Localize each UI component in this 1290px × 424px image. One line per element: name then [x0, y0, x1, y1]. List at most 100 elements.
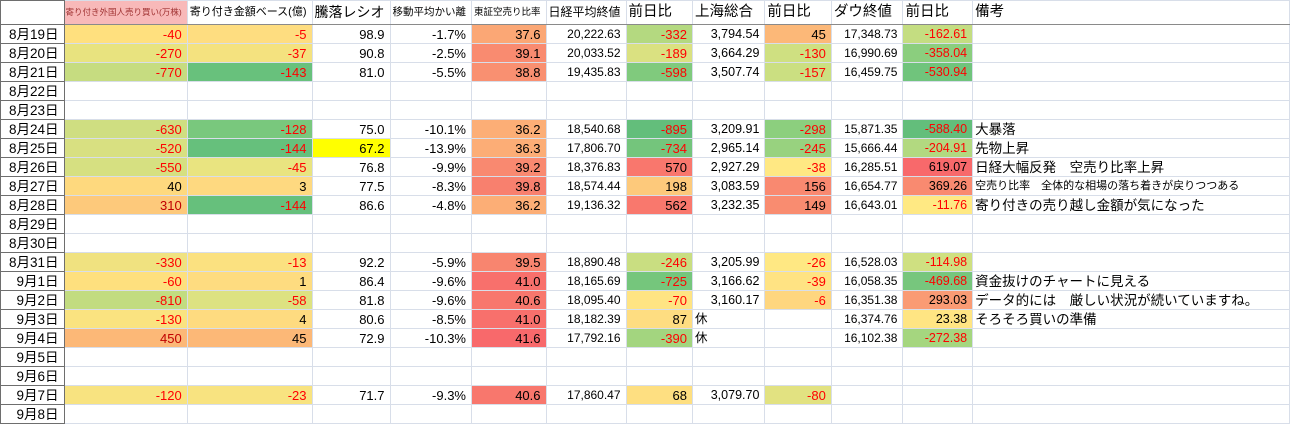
cell-c[interactable]	[186, 214, 313, 234]
cell-d[interactable]: 81.8	[311, 290, 391, 310]
cell-d[interactable]	[311, 100, 391, 120]
cell-b[interactable]: -60	[63, 271, 188, 291]
cell-f[interactable]	[471, 347, 547, 367]
cell-m[interactable]	[972, 81, 1290, 101]
cell-c[interactable]: 45	[186, 328, 313, 348]
cell-d[interactable]	[311, 214, 391, 234]
cell-i[interactable]: 休	[691, 328, 766, 348]
cell-j[interactable]	[764, 100, 832, 120]
cell-m[interactable]: 寄り付きの売り越し金額が気になった	[972, 195, 1290, 215]
cell-k[interactable]	[830, 214, 904, 234]
cell-k[interactable]: 17,348.73	[830, 24, 904, 44]
cell-m[interactable]	[972, 252, 1290, 272]
cell-c[interactable]: -143	[186, 62, 313, 82]
cell-f[interactable]: 36.3	[471, 138, 547, 158]
cell-g[interactable]: 18,095.40	[545, 290, 627, 310]
date-cell[interactable]: 8月25日	[0, 138, 65, 158]
column-header-k[interactable]: ダウ終値	[830, 0, 904, 25]
cell-j[interactable]: 156	[764, 176, 832, 196]
cell-c[interactable]: 4	[186, 309, 313, 329]
cell-j[interactable]: -80	[764, 385, 832, 405]
cell-d[interactable]: 67.2	[311, 138, 391, 158]
cell-m[interactable]	[972, 24, 1290, 44]
cell-k[interactable]	[830, 100, 904, 120]
cell-i[interactable]: 3,083.59	[691, 176, 766, 196]
cell-k[interactable]: 16,058.35	[830, 271, 904, 291]
cell-h[interactable]: 198	[625, 176, 693, 196]
cell-c[interactable]: -23	[186, 385, 313, 405]
cell-j[interactable]: 45	[764, 24, 832, 44]
cell-l[interactable]: -272.38	[902, 328, 974, 348]
date-cell[interactable]: 9月8日	[0, 404, 65, 424]
cell-g[interactable]	[545, 233, 627, 253]
date-cell[interactable]: 9月1日	[0, 271, 65, 291]
cell-d[interactable]	[311, 404, 391, 424]
date-cell[interactable]: 9月6日	[0, 366, 65, 386]
cell-b[interactable]: -40	[63, 24, 188, 44]
cell-k[interactable]: 16,990.69	[830, 43, 904, 63]
cell-h[interactable]: -598	[625, 62, 693, 82]
cell-j[interactable]	[764, 366, 832, 386]
cell-f[interactable]: 37.6	[471, 24, 547, 44]
cell-j[interactable]: -39	[764, 271, 832, 291]
cell-g[interactable]	[545, 214, 627, 234]
cell-b[interactable]	[63, 100, 188, 120]
cell-l[interactable]: -204.91	[902, 138, 974, 158]
cell-f[interactable]: 41.6	[471, 328, 547, 348]
cell-d[interactable]	[311, 347, 391, 367]
cell-i[interactable]: 3,794.54	[691, 24, 766, 44]
cell-c[interactable]	[186, 347, 313, 367]
date-cell[interactable]: 8月20日	[0, 43, 65, 63]
cell-e[interactable]: -1.7%	[389, 24, 472, 44]
cell-b[interactable]	[63, 366, 188, 386]
cell-l[interactable]: -588.40	[902, 119, 974, 139]
cell-b[interactable]	[63, 81, 188, 101]
cell-l[interactable]: -530.94	[902, 62, 974, 82]
cell-e[interactable]: -9.6%	[389, 271, 472, 291]
cell-l[interactable]	[902, 81, 974, 101]
cell-l[interactable]	[902, 233, 974, 253]
date-cell[interactable]: 8月24日	[0, 119, 65, 139]
date-cell[interactable]: 8月27日	[0, 176, 65, 196]
cell-c[interactable]: 1	[186, 271, 313, 291]
cell-i[interactable]	[691, 404, 766, 424]
cell-e[interactable]: -10.3%	[389, 328, 472, 348]
cell-m[interactable]: 空売り比率 全体的な相場の落ち着きが戻りつつある	[972, 176, 1290, 196]
cell-j[interactable]	[764, 214, 832, 234]
cell-e[interactable]	[389, 404, 472, 424]
cell-h[interactable]: -895	[625, 119, 693, 139]
cell-b[interactable]: -520	[63, 138, 188, 158]
cell-j[interactable]: -6	[764, 290, 832, 310]
column-header-d[interactable]: 騰落レシオ	[311, 0, 391, 25]
cell-b[interactable]: 450	[63, 328, 188, 348]
cell-i[interactable]	[691, 81, 766, 101]
cell-m[interactable]	[972, 100, 1290, 120]
column-header-c[interactable]: 寄り付き金額ベース(億)	[186, 0, 313, 25]
cell-c[interactable]	[186, 366, 313, 386]
cell-g[interactable]: 18,890.48	[545, 252, 627, 272]
cell-m[interactable]: 日経大幅反発 空売り比率上昇	[972, 157, 1290, 177]
cell-e[interactable]: -5.5%	[389, 62, 472, 82]
cell-g[interactable]: 18,165.69	[545, 271, 627, 291]
cell-l[interactable]: 369.26	[902, 176, 974, 196]
cell-j[interactable]: -245	[764, 138, 832, 158]
cell-h[interactable]: -70	[625, 290, 693, 310]
cell-c[interactable]	[186, 81, 313, 101]
cell-l[interactable]	[902, 385, 974, 405]
cell-b[interactable]	[63, 233, 188, 253]
cell-k[interactable]: 15,871.35	[830, 119, 904, 139]
cell-h[interactable]: 562	[625, 195, 693, 215]
cell-h[interactable]	[625, 404, 693, 424]
cell-l[interactable]: -11.76	[902, 195, 974, 215]
cell-d[interactable]: 77.5	[311, 176, 391, 196]
column-header-h[interactable]: 前日比	[625, 0, 693, 25]
cell-g[interactable]	[545, 404, 627, 424]
cell-e[interactable]	[389, 214, 472, 234]
cell-k[interactable]: 16,351.38	[830, 290, 904, 310]
cell-f[interactable]	[471, 366, 547, 386]
cell-g[interactable]: 17,860.47	[545, 385, 627, 405]
cell-i[interactable]	[691, 233, 766, 253]
cell-d[interactable]: 80.6	[311, 309, 391, 329]
cell-i[interactable]: 3,205.99	[691, 252, 766, 272]
cell-e[interactable]: -2.5%	[389, 43, 472, 63]
